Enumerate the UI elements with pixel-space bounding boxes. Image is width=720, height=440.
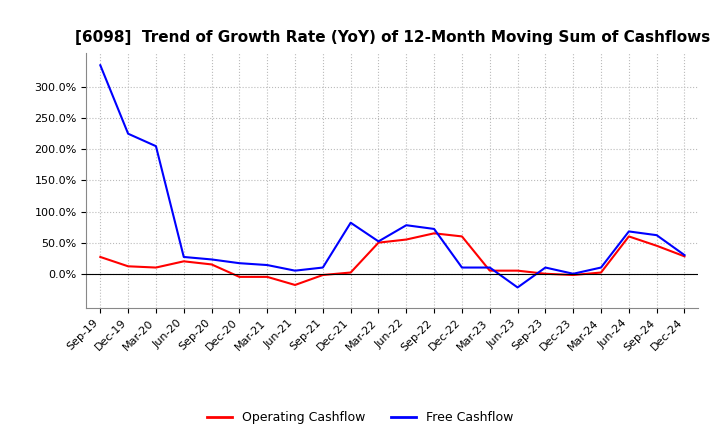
Operating Cashflow [96,254,104,260]
Free Cashflow [541,265,550,270]
Operating Cashflow [152,265,161,270]
Free Cashflow [597,265,606,270]
Operating Cashflow [179,259,188,264]
Free Cashflow [569,271,577,276]
Operating Cashflow [541,271,550,276]
Operating Cashflow [513,268,522,273]
Operating Cashflow [624,234,633,239]
Free Cashflow [513,285,522,290]
Title: [6098]  Trend of Growth Rate (YoY) of 12-Month Moving Sum of Cashflows: [6098] Trend of Growth Rate (YoY) of 12-… [75,29,710,45]
Free Cashflow [624,229,633,234]
Operating Cashflow [430,231,438,236]
Operating Cashflow [235,274,243,279]
Free Cashflow [96,62,104,68]
Free Cashflow [207,257,216,262]
Operating Cashflow [597,270,606,275]
Free Cashflow [179,254,188,260]
Operating Cashflow [346,270,355,275]
Free Cashflow [485,265,494,270]
Operating Cashflow [458,234,467,239]
Free Cashflow [318,265,327,270]
Operating Cashflow [263,274,271,279]
Free Cashflow [680,253,689,258]
Line: Operating Cashflow: Operating Cashflow [100,233,685,285]
Operating Cashflow [291,282,300,288]
Free Cashflow [235,260,243,266]
Operating Cashflow [569,272,577,278]
Free Cashflow [430,226,438,231]
Free Cashflow [346,220,355,225]
Legend: Operating Cashflow, Free Cashflow: Operating Cashflow, Free Cashflow [202,407,518,429]
Line: Free Cashflow: Free Cashflow [100,65,685,287]
Operating Cashflow [485,268,494,273]
Operating Cashflow [652,243,661,249]
Free Cashflow [458,265,467,270]
Free Cashflow [152,143,161,149]
Operating Cashflow [318,272,327,278]
Free Cashflow [263,262,271,268]
Free Cashflow [374,239,383,244]
Free Cashflow [124,131,132,136]
Operating Cashflow [207,262,216,267]
Operating Cashflow [124,264,132,269]
Operating Cashflow [402,237,410,242]
Operating Cashflow [680,254,689,259]
Free Cashflow [402,223,410,228]
Free Cashflow [652,232,661,238]
Free Cashflow [291,268,300,273]
Operating Cashflow [374,240,383,245]
